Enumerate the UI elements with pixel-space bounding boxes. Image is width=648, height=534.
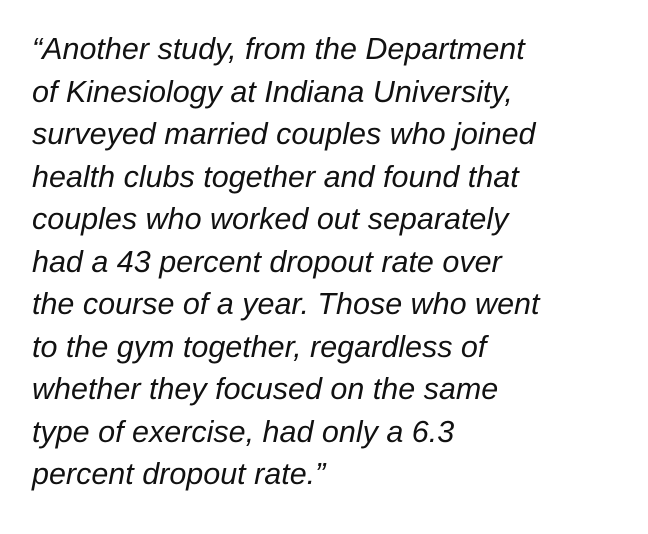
quote-line-4: health clubs together and found that bbox=[32, 159, 519, 194]
quote-line-1: “Another study, from the Department bbox=[32, 32, 525, 66]
quote-line-7: the course of a year. Those who went bbox=[32, 287, 540, 321]
quote-line-6: had a 43 percent dropout rate over bbox=[32, 244, 502, 279]
quote-line-11: percent dropout rate.” bbox=[32, 457, 326, 491]
quote-line-3: surveyed married couples who joined bbox=[32, 117, 536, 151]
quote-line-8: to the gym together, regardless of bbox=[32, 329, 487, 364]
quote-text-block: “Another study, from the Department of K… bbox=[32, 28, 632, 496]
quote-line-2: of Kinesiology at Indiana University, bbox=[32, 74, 513, 109]
quote-line-5: couples who worked out separately bbox=[32, 202, 509, 236]
quote-line-10: type of exercise, had only a 6.3 bbox=[32, 414, 455, 449]
quote-line-9: whether they focused on the same bbox=[32, 372, 499, 406]
